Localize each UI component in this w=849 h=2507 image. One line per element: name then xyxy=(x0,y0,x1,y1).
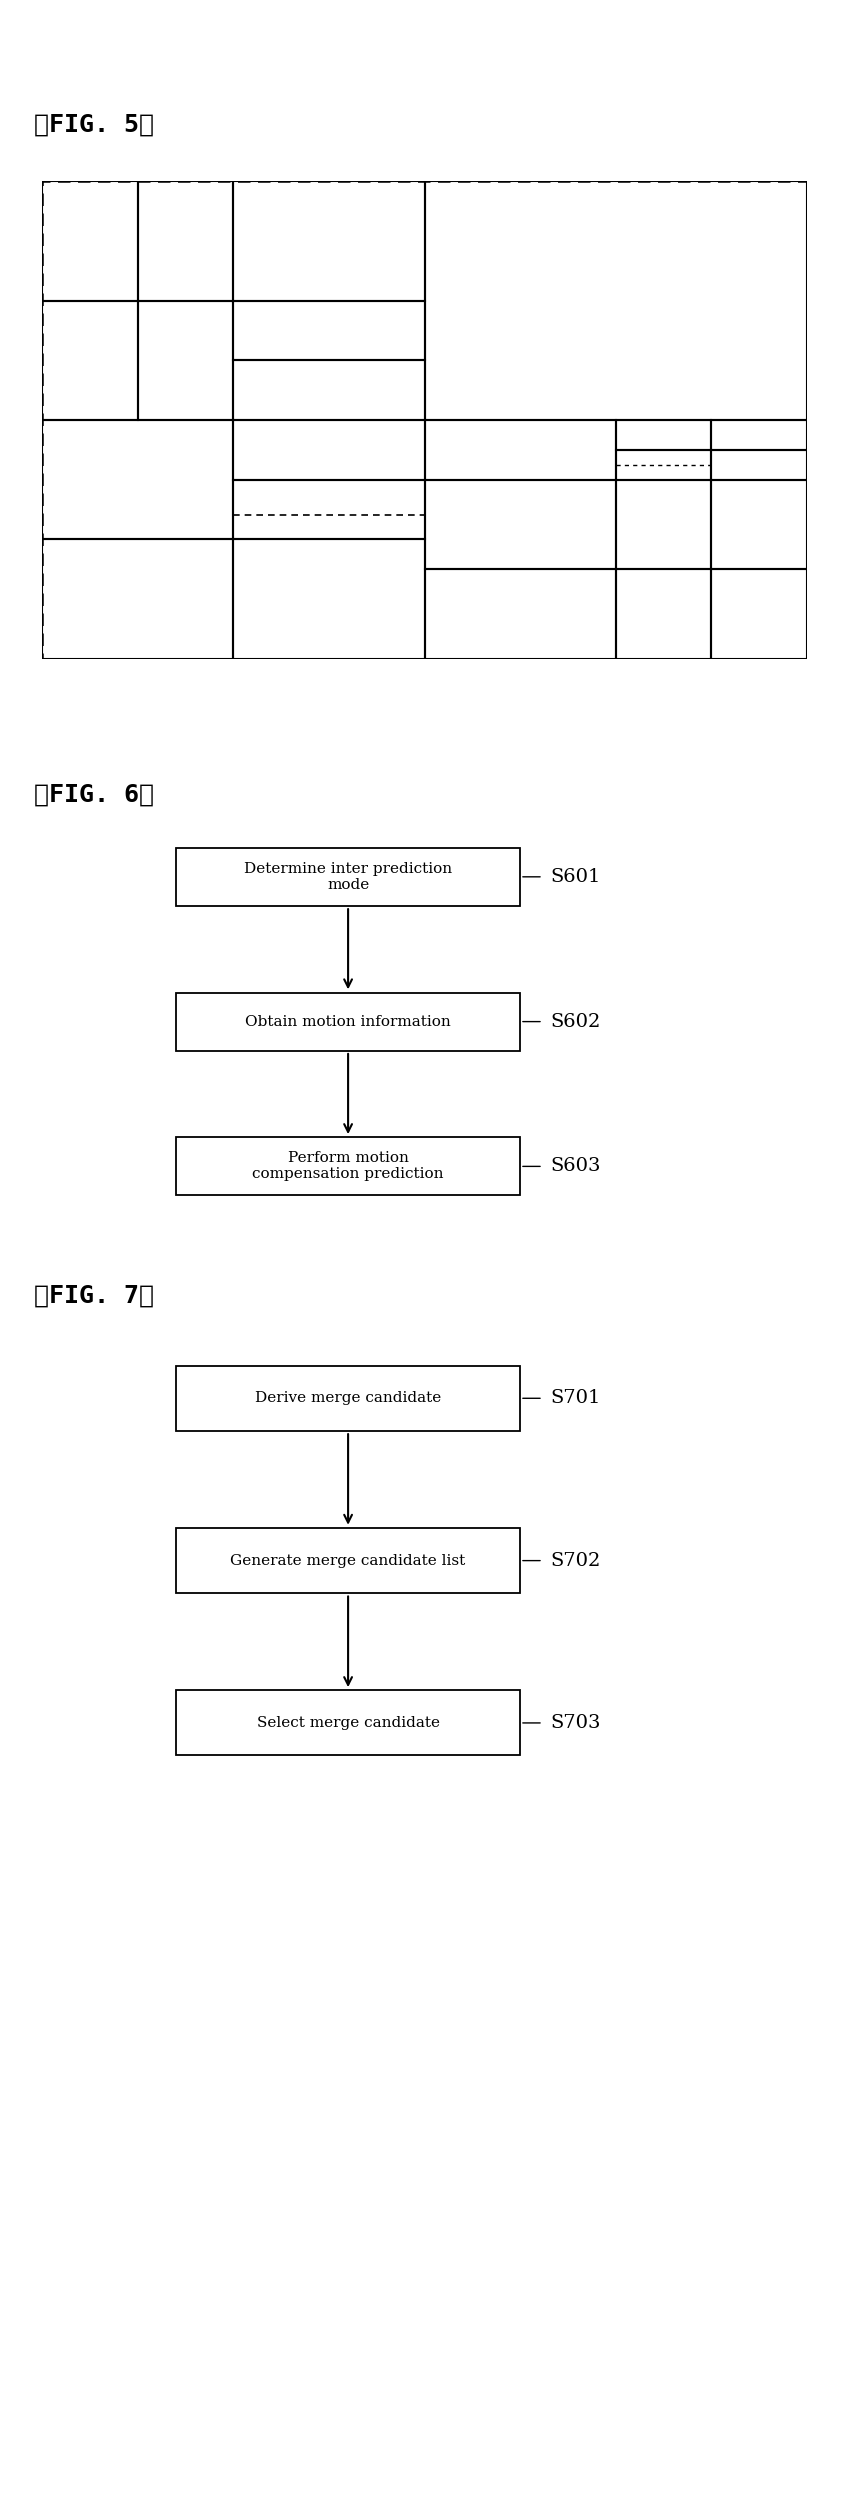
Bar xyxy=(42,539,233,659)
Text: S602: S602 xyxy=(550,1013,601,1030)
Bar xyxy=(177,1138,520,1196)
Bar xyxy=(177,1529,520,1592)
Bar xyxy=(42,181,138,301)
Bar xyxy=(424,569,616,659)
Text: 【FIG. 7】: 【FIG. 7】 xyxy=(34,1284,154,1309)
Bar xyxy=(616,421,711,449)
Bar xyxy=(138,181,233,301)
Bar xyxy=(42,301,138,421)
Text: Generate merge candidate list: Generate merge candidate list xyxy=(230,1554,466,1567)
Bar xyxy=(177,847,520,905)
Bar xyxy=(177,1690,520,1755)
Bar xyxy=(711,479,807,569)
Text: S703: S703 xyxy=(550,1715,601,1732)
Text: Determine inter prediction
mode: Determine inter prediction mode xyxy=(244,862,453,892)
Text: 【FIG. 6】: 【FIG. 6】 xyxy=(34,782,154,807)
Bar xyxy=(233,181,424,301)
Bar xyxy=(711,449,807,479)
Bar xyxy=(616,449,711,479)
Bar xyxy=(233,301,424,361)
Text: Select merge candidate: Select merge candidate xyxy=(256,1715,440,1730)
Text: Obtain motion information: Obtain motion information xyxy=(245,1015,451,1028)
Bar xyxy=(138,301,233,421)
Bar xyxy=(177,993,520,1050)
Bar xyxy=(616,569,711,659)
Bar xyxy=(424,181,807,421)
Bar xyxy=(616,479,711,569)
Text: Derive merge candidate: Derive merge candidate xyxy=(255,1391,441,1406)
Bar xyxy=(177,1366,520,1431)
Bar xyxy=(424,479,616,569)
Text: S701: S701 xyxy=(550,1389,601,1406)
Text: S603: S603 xyxy=(550,1158,601,1176)
Bar xyxy=(233,361,424,421)
Text: S702: S702 xyxy=(550,1552,601,1569)
Bar xyxy=(711,421,807,449)
Text: Perform motion
compensation prediction: Perform motion compensation prediction xyxy=(252,1151,444,1181)
Text: 【FIG. 5】: 【FIG. 5】 xyxy=(34,113,154,138)
Bar xyxy=(233,479,424,539)
Text: S601: S601 xyxy=(550,867,601,885)
Bar xyxy=(711,569,807,659)
Bar xyxy=(42,421,233,539)
Bar xyxy=(233,539,424,659)
Bar xyxy=(233,421,424,479)
Bar xyxy=(424,421,616,479)
